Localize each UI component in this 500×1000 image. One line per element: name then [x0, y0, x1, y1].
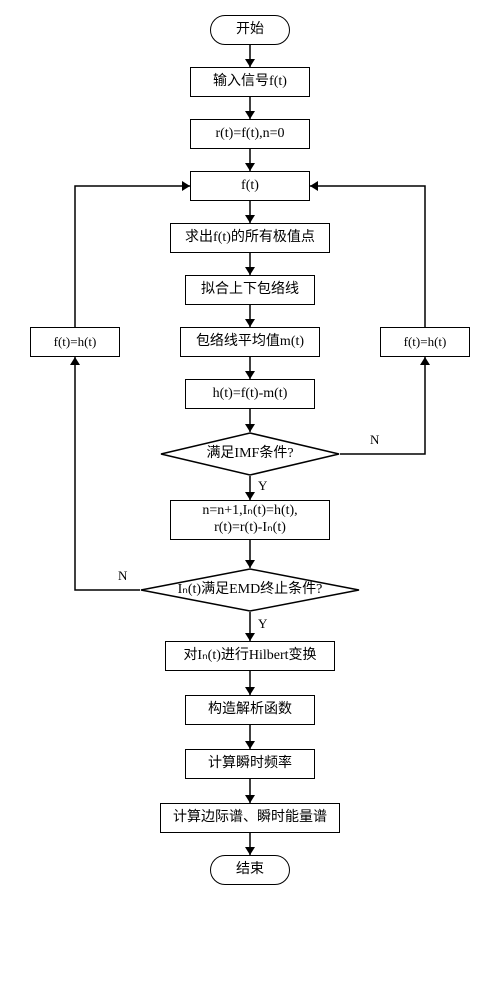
edge-arrow-5 — [245, 319, 255, 327]
edge-arrow-18 — [182, 181, 190, 191]
node-label: f(t)=h(t) — [54, 334, 97, 350]
edge-17 — [75, 357, 140, 590]
node-n3: f(t) — [190, 171, 310, 201]
edge-15 — [340, 357, 425, 454]
node-label: 开始 — [236, 22, 264, 39]
edge-arrow-14 — [245, 847, 255, 855]
edge-18 — [75, 186, 190, 327]
node-n2: r(t)=f(t),n=0 — [190, 119, 310, 149]
node-n8: n=n+1,Iₙ(t)=h(t), r(t)=r(t)-Iₙ(t) — [170, 500, 330, 540]
node-label: 计算瞬时频率 — [208, 756, 292, 773]
node-n12: 计算边际谱、瞬时能量谱 — [160, 803, 340, 833]
node-label: 对Iₙ(t)进行Hilbert变换 — [183, 648, 316, 665]
edge-arrow-8 — [245, 492, 255, 500]
edge-label-8: Y — [258, 478, 267, 494]
node-n5: 拟合上下包络线 — [185, 275, 315, 305]
node-n9: 对Iₙ(t)进行Hilbert变换 — [165, 641, 335, 671]
edge-arrow-17 — [70, 357, 80, 365]
node-label: 计算边际谱、瞬时能量谱 — [173, 810, 327, 827]
edge-arrow-6 — [245, 371, 255, 379]
node-label: 求出f(t)的所有极值点 — [185, 230, 315, 247]
edge-arrow-10 — [245, 633, 255, 641]
edge-arrow-15 — [420, 357, 430, 365]
edge-arrow-11 — [245, 687, 255, 695]
node-label: 构造解析函数 — [208, 702, 292, 719]
edge-arrow-3 — [245, 215, 255, 223]
edge-16 — [310, 186, 425, 327]
node-label: 满足IMF条件? — [206, 446, 293, 463]
edge-arrow-0 — [245, 59, 255, 67]
edge-arrow-16 — [310, 181, 318, 191]
node-label: 包络线平均值m(t) — [196, 334, 304, 351]
edge-arrow-2 — [245, 163, 255, 171]
node-label: n=n+1,Iₙ(t)=h(t), r(t)=r(t)-Iₙ(t) — [202, 503, 297, 537]
node-n6: 包络线平均值m(t) — [180, 327, 320, 357]
node-end: 结束 — [210, 855, 290, 885]
edge-arrow-12 — [245, 741, 255, 749]
node-label: r(t)=f(t),n=0 — [215, 126, 284, 143]
node-label: Iₙ(t)满足EMD终止条件? — [178, 582, 323, 599]
node-n4: 求出f(t)的所有极值点 — [170, 223, 330, 253]
node-sR: f(t)=h(t) — [380, 327, 470, 357]
node-n11: 计算瞬时频率 — [185, 749, 315, 779]
edge-arrow-4 — [245, 267, 255, 275]
node-label: h(t)=f(t)-m(t) — [213, 386, 288, 403]
node-label: f(t) — [241, 178, 259, 195]
edge-arrow-13 — [245, 795, 255, 803]
node-label: 结束 — [236, 862, 264, 879]
edge-arrow-7 — [245, 424, 255, 432]
node-start: 开始 — [210, 15, 290, 45]
node-label: 拟合上下包络线 — [201, 282, 299, 299]
node-sL: f(t)=h(t) — [30, 327, 120, 357]
edge-arrow-9 — [245, 560, 255, 568]
edge-label-15: N — [370, 432, 379, 448]
node-n1: 输入信号f(t) — [190, 67, 310, 97]
edge-label-17: N — [118, 568, 127, 584]
node-label: 输入信号f(t) — [213, 74, 287, 91]
node-d2: Iₙ(t)满足EMD终止条件? — [140, 568, 360, 612]
edge-label-10: Y — [258, 616, 267, 632]
edge-arrow-1 — [245, 111, 255, 119]
node-n7: h(t)=f(t)-m(t) — [185, 379, 315, 409]
node-label: f(t)=h(t) — [404, 334, 447, 350]
node-d1: 满足IMF条件? — [160, 432, 340, 476]
node-n10: 构造解析函数 — [185, 695, 315, 725]
